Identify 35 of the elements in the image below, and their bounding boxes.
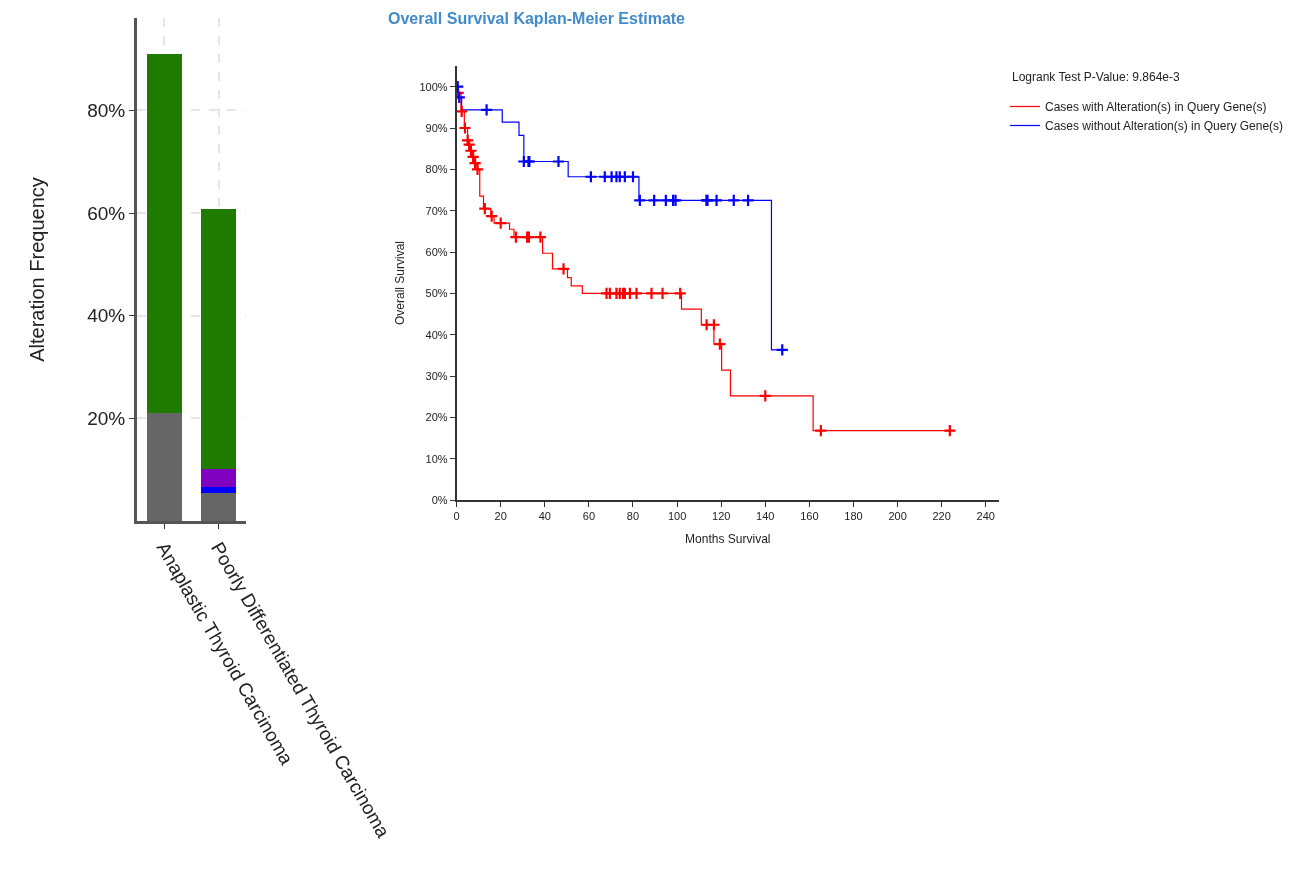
y-tick-label: 80% [87, 100, 126, 122]
y-axis-title: Overall Survival [393, 240, 408, 326]
text: Logrank Test P-Value: 9.864e-3 [1012, 70, 1180, 84]
x-tick-label: 160 [800, 509, 819, 522]
y-tick-label: 80% [425, 163, 448, 176]
x-tick-label: 220 [932, 509, 951, 522]
y-tick-label: 90% [425, 121, 448, 134]
y-tick-label: 20% [425, 411, 448, 424]
y-tick-label: 40% [87, 305, 126, 327]
y-tick-label: 0% [431, 493, 448, 506]
x-tick-label: 140 [756, 509, 775, 522]
x-tick-label: 200 [888, 509, 907, 522]
y-tick-label: 50% [425, 287, 448, 300]
x-tick-label: 240 [976, 509, 995, 522]
y-tick-label: 20% [87, 408, 126, 429]
legend-label: Cases without Alteration(s) in Query Gene(s) [1045, 119, 1284, 134]
y-tick-label: 60% [425, 245, 448, 258]
y-tick-label: 10% [425, 452, 448, 465]
y-tick-label: 100% [419, 80, 448, 93]
x-tick-label: 0 [453, 509, 460, 522]
x-tick-label: 20 [494, 509, 507, 522]
x-tick-label: 60 [582, 509, 596, 522]
y-tick-label: 40% [425, 328, 448, 341]
y-tick-label: 30% [425, 369, 448, 382]
y-axis-title: Alteration Frequency [25, 177, 48, 362]
legend-label: Cases with Alteration(s) in Query Gene(s) [1045, 100, 1267, 115]
y-tick-label: 70% [425, 204, 448, 217]
x-tick-label: 40 [538, 509, 551, 522]
x-tick-label: 120 [712, 509, 731, 522]
x-axis-title: Months Survival [685, 532, 771, 547]
x-tick-label: 100 [667, 509, 687, 522]
x-tick-label: 180 [844, 509, 863, 522]
y-tick-label: 60% [87, 202, 126, 224]
x-tick-label: 80 [626, 509, 640, 522]
chart-title: Overall Survival Kaplan-Meier Estimate [388, 10, 686, 27]
